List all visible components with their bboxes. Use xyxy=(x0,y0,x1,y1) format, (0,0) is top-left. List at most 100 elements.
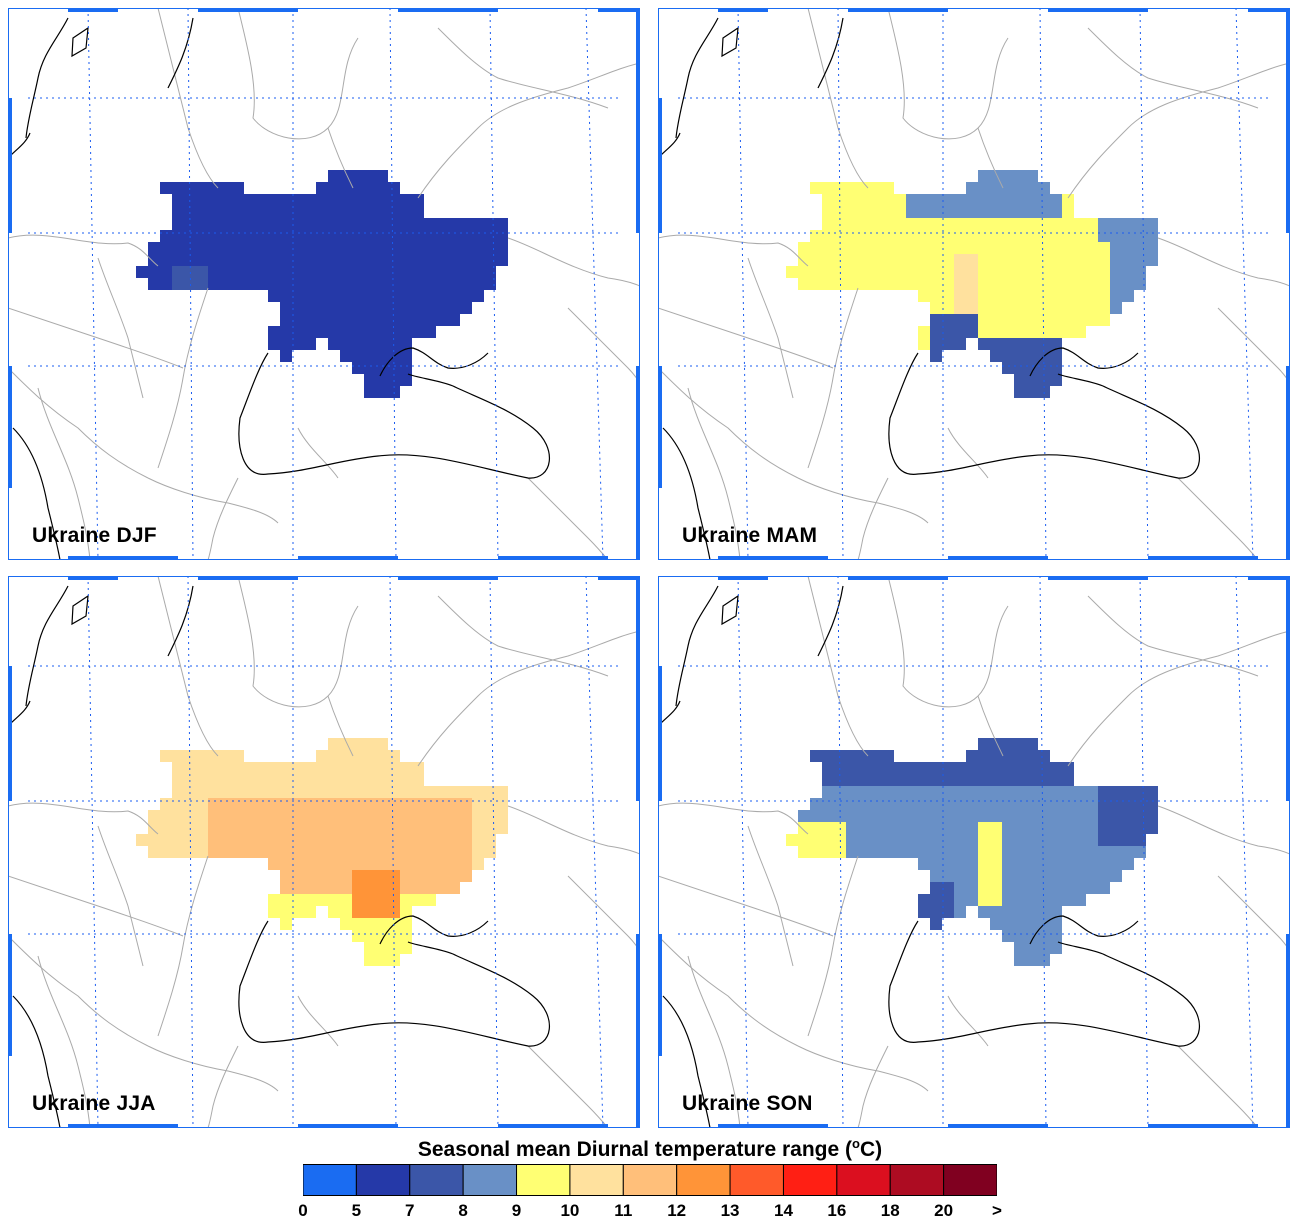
grid-cell xyxy=(942,894,954,906)
coast-line xyxy=(1029,347,1139,377)
coastline xyxy=(8,17,550,560)
grid-cell xyxy=(918,326,930,338)
longitude-line xyxy=(489,576,499,1128)
grid-cell xyxy=(316,266,328,278)
grid-cell xyxy=(376,954,388,966)
grid-cell xyxy=(484,822,496,834)
grid-cell xyxy=(388,314,400,326)
border-line xyxy=(857,477,889,560)
grid-cell xyxy=(846,798,858,810)
grid-cell xyxy=(292,218,304,230)
grid-cell xyxy=(966,786,978,798)
grid-cell xyxy=(280,230,292,242)
grid-cell xyxy=(448,290,460,302)
grid-cell xyxy=(412,762,424,774)
grid-cell xyxy=(846,194,858,206)
grid-cell xyxy=(352,242,364,254)
grid-cell xyxy=(340,894,352,906)
grid-cell xyxy=(352,774,364,786)
border-line xyxy=(887,8,1009,140)
grid-cell xyxy=(882,834,894,846)
grid-cell xyxy=(292,194,304,206)
grid-cell xyxy=(822,218,834,230)
border-line xyxy=(417,62,640,199)
grid-cell xyxy=(148,846,160,858)
grid-cell xyxy=(436,242,448,254)
grid-cell xyxy=(894,230,906,242)
grid-cell xyxy=(1014,206,1026,218)
grid-cell xyxy=(292,822,304,834)
border-line xyxy=(97,825,144,967)
grid-cell xyxy=(208,194,220,206)
grid-cell xyxy=(882,762,894,774)
grid-cell xyxy=(364,326,376,338)
grid-cell xyxy=(954,338,966,350)
grid-cell xyxy=(1086,786,1098,798)
longitude-line xyxy=(1235,8,1254,560)
grid-cell xyxy=(196,194,208,206)
grid-cell xyxy=(280,918,292,930)
grid-cell xyxy=(918,338,930,350)
grid-cell xyxy=(1146,218,1158,230)
grid-cell xyxy=(208,218,220,230)
grid-cell xyxy=(822,786,834,798)
grid-cell xyxy=(882,218,894,230)
grid-cell xyxy=(930,822,942,834)
grid-cell xyxy=(870,774,882,786)
map-son xyxy=(658,576,1290,1128)
grid-cell xyxy=(280,194,292,206)
grid-cell xyxy=(930,858,942,870)
grid-cell xyxy=(822,834,834,846)
grid-cell xyxy=(1026,206,1038,218)
grid-cell xyxy=(460,218,472,230)
grid-cell xyxy=(870,750,882,762)
grid-cell xyxy=(208,230,220,242)
grid-cell xyxy=(1038,786,1050,798)
grid-cell xyxy=(1074,810,1086,822)
frame-tick xyxy=(68,576,118,580)
grid-cell xyxy=(328,786,340,798)
grid-cell xyxy=(316,786,328,798)
coast-line xyxy=(1029,915,1139,945)
grid-cell xyxy=(460,798,472,810)
grid-cell xyxy=(858,254,870,266)
grid-cell xyxy=(1146,242,1158,254)
grid-cell xyxy=(292,882,304,894)
grid-cell xyxy=(304,858,316,870)
grid-cell xyxy=(1014,182,1026,194)
grid-cell xyxy=(340,218,352,230)
grid-cell xyxy=(1098,858,1110,870)
grid-cell xyxy=(448,870,460,882)
border-line xyxy=(807,576,869,757)
grid-cell xyxy=(870,822,882,834)
grid-cell xyxy=(280,242,292,254)
grid-cell xyxy=(1026,350,1038,362)
grid-cell xyxy=(1014,242,1026,254)
graticule xyxy=(678,8,1270,560)
grid-cell xyxy=(918,786,930,798)
grid-cell xyxy=(1074,278,1086,290)
grid-cell xyxy=(1038,762,1050,774)
grid-cell xyxy=(364,774,376,786)
grid-cell xyxy=(364,882,376,894)
grid-cell xyxy=(340,326,352,338)
longitude-line xyxy=(1039,576,1047,1128)
grid-cell xyxy=(400,834,412,846)
grid-cell xyxy=(1110,834,1122,846)
grid-cell xyxy=(978,810,990,822)
longitude-line xyxy=(737,576,749,1128)
grid-cell xyxy=(364,170,376,182)
grid-cell xyxy=(484,254,496,266)
grid-cell xyxy=(942,810,954,822)
grid-cell xyxy=(352,918,364,930)
grid-cell xyxy=(1002,338,1014,350)
grid-cell xyxy=(954,774,966,786)
colorbar-tick-label: 5 xyxy=(351,1201,362,1220)
grid-cell xyxy=(388,834,400,846)
grid-cell xyxy=(388,290,400,302)
border-line xyxy=(507,237,640,287)
grid-cell xyxy=(328,810,340,822)
grid-cell xyxy=(232,834,244,846)
frame-tick xyxy=(636,576,640,801)
grid-cell xyxy=(966,206,978,218)
